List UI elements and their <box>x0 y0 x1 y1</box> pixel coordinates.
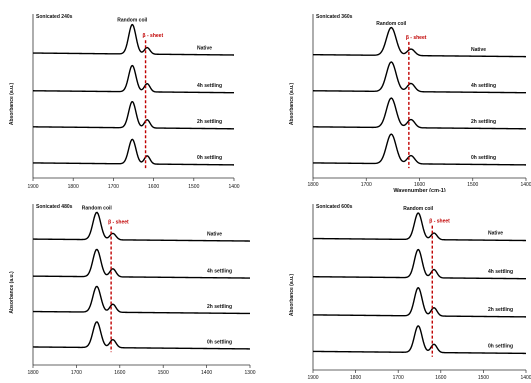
series-line <box>312 212 527 242</box>
series-line <box>312 26 527 58</box>
series-label: 2h settling <box>488 307 513 313</box>
x-axis-label: Wavenumber (cm-1) <box>393 188 446 192</box>
series-line <box>312 97 527 130</box>
x-tick-label: 1900 <box>307 375 318 381</box>
series-label: 0h settling <box>207 339 232 345</box>
x-tick-label: 1600 <box>148 184 159 190</box>
series-line <box>312 248 527 280</box>
series-line <box>312 133 527 166</box>
x-tick-label: 1800 <box>307 182 318 188</box>
series-line <box>312 61 527 94</box>
series-line <box>32 285 251 315</box>
chart-title: Sonicated 480s <box>36 204 73 210</box>
x-tick-label: 1800 <box>68 184 79 190</box>
beta-sheet-label: β - sheet <box>406 35 427 41</box>
x-tick-label: 1700 <box>393 375 404 381</box>
series-line <box>32 321 251 350</box>
series-label: 4h settling <box>471 83 496 89</box>
series-line <box>32 138 235 166</box>
series-label: 4h settling <box>197 83 222 89</box>
series-label: 0h settling <box>488 344 513 350</box>
x-tick-label: 1600 <box>114 370 125 376</box>
series-label: 2h settling <box>207 304 232 310</box>
x-tick-label: 1600 <box>435 375 446 381</box>
peak-annotation: Random coil <box>82 206 113 212</box>
series-line <box>32 248 251 279</box>
peak-annotation: Random coil <box>117 17 148 23</box>
series-label: Native <box>471 47 486 53</box>
beta-sheet-label: β - sheet <box>143 33 164 39</box>
series-label: 2h settling <box>471 119 496 125</box>
series-line <box>32 23 235 56</box>
series-label: Native <box>207 231 222 237</box>
chart-title: Sonicated 600s <box>316 204 353 210</box>
series-line <box>312 325 527 355</box>
x-tick-label: 1400 <box>228 184 239 190</box>
x-tick-label: 1900 <box>27 184 38 190</box>
series-label: 4h settling <box>488 269 513 275</box>
peak-annotation: Random coil <box>376 21 407 27</box>
x-tick-label: 1800 <box>27 370 38 376</box>
y-axis-label: Absorbance (a.u.) <box>9 271 15 314</box>
series-label: 4h settling <box>207 268 232 274</box>
series-label: Native <box>488 231 503 237</box>
x-tick-label: 1500 <box>158 370 169 376</box>
chart-panel-360s: 1800 1700 1600 1500 1400 Sonicated 360s Wavenu… <box>289 14 531 192</box>
x-tick-label: 1500 <box>467 182 478 188</box>
series-line <box>32 64 235 94</box>
chart-title: Sonicated 360s <box>316 14 353 20</box>
series-label: 0h settling <box>471 155 496 161</box>
series-line <box>32 100 235 130</box>
x-tick-label: 1400 <box>201 370 212 376</box>
x-tick-label: 1800 <box>350 375 361 381</box>
x-tick-label: 1300 <box>244 370 255 376</box>
beta-sheet-label: β - sheet <box>429 219 450 225</box>
x-tick-label: 1700 <box>108 184 119 190</box>
x-tick-label: 1700 <box>71 370 82 376</box>
x-tick-label: 1400 <box>520 375 531 381</box>
x-tick-label: 1400 <box>520 182 531 188</box>
beta-sheet-label: β - sheet <box>108 220 129 226</box>
y-axis-label: Absorbance (a.u.) <box>9 83 15 126</box>
x-tick-label: 1700 <box>361 182 372 188</box>
series-label: 0h settling <box>197 155 222 161</box>
chart-panel-600s: 1900 1800 1700 1600 1500 1400 Sonicated 600s Ab… <box>289 204 531 381</box>
series-label: Native <box>197 45 212 51</box>
y-axis-label: Absorbance (a.u.) <box>289 274 295 317</box>
chart-title: Sonicated 240s <box>36 14 73 20</box>
y-axis-label: Absorbance (a.u.) <box>289 83 295 126</box>
x-tick-label: 1500 <box>478 375 489 381</box>
x-tick-label: 1500 <box>188 184 199 190</box>
x-tick-label: 1600 <box>414 182 425 188</box>
series-label: 2h settling <box>197 119 222 125</box>
peak-annotation: Random coil <box>403 206 434 212</box>
series-line <box>32 211 251 242</box>
series-line <box>312 287 527 318</box>
